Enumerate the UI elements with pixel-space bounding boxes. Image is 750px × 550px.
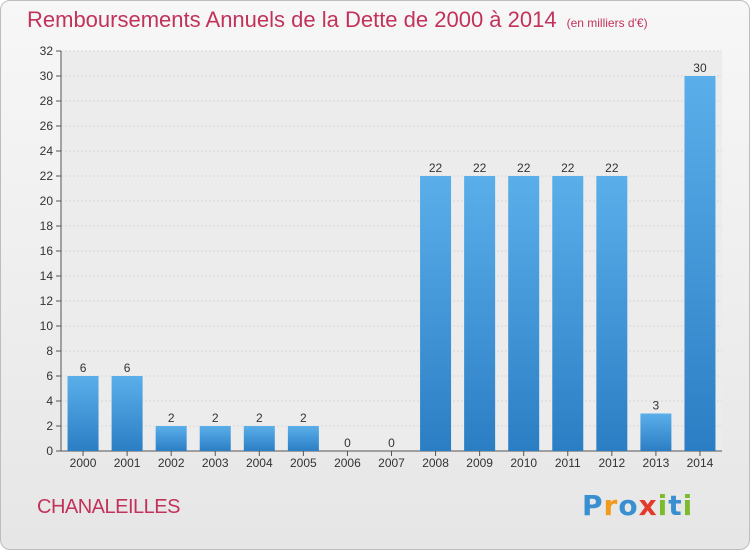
y-tick-label: 14 — [40, 269, 54, 283]
x-tick-label: 2002 — [158, 456, 185, 470]
bar — [287, 426, 319, 451]
data-label: 2 — [212, 411, 219, 425]
x-tick-label: 2014 — [687, 456, 714, 470]
x-tick-label: 2010 — [510, 456, 537, 470]
x-tick-label: 2008 — [422, 456, 449, 470]
data-label: 22 — [605, 161, 619, 175]
data-label: 22 — [473, 161, 487, 175]
chart-title: Remboursements Annuels de la Dette de 20… — [27, 7, 648, 33]
y-tick-label: 26 — [40, 119, 54, 133]
data-label: 6 — [124, 361, 131, 375]
x-tick-label: 2001 — [114, 456, 141, 470]
bar — [640, 413, 672, 451]
bar — [155, 426, 187, 451]
y-tick-label: 6 — [46, 369, 53, 383]
data-label: 22 — [561, 161, 575, 175]
x-tick-label: 2004 — [246, 456, 273, 470]
logo-letter: i — [682, 489, 694, 522]
data-label: 6 — [80, 361, 87, 375]
y-tick-label: 30 — [40, 69, 54, 83]
x-tick-label: 2012 — [598, 456, 625, 470]
bar — [508, 176, 540, 451]
x-tick-label: 2011 — [555, 456, 581, 470]
proxiti-logo: Proxiti — [582, 489, 693, 522]
data-label: 22 — [517, 161, 531, 175]
x-tick-label: 2000 — [70, 456, 97, 470]
commune-name: CHANALEILLES — [37, 496, 180, 518]
y-tick-label: 20 — [40, 194, 54, 208]
data-label: 2 — [168, 411, 175, 425]
data-label: 2 — [256, 411, 263, 425]
logo-letter: t — [668, 489, 683, 522]
bar — [199, 426, 231, 451]
x-tick-label: 2003 — [202, 456, 229, 470]
bar — [684, 76, 716, 451]
y-tick-label: 22 — [40, 169, 54, 183]
x-tick-label: 2005 — [290, 456, 317, 470]
bar — [552, 176, 584, 451]
x-tick-label: 2006 — [334, 456, 361, 470]
x-tick-label: 2013 — [643, 456, 670, 470]
x-tick-label: 2007 — [378, 456, 405, 470]
bar — [111, 376, 143, 451]
y-tick-label: 16 — [40, 244, 54, 258]
data-label: 30 — [693, 61, 707, 75]
data-label: 2 — [300, 411, 307, 425]
y-tick-label: 28 — [40, 94, 54, 108]
bar — [420, 176, 452, 451]
logo-letter: i — [657, 489, 669, 522]
data-label: 3 — [653, 399, 660, 413]
y-tick-label: 18 — [40, 219, 54, 233]
logo-letter: x — [638, 489, 658, 522]
logo-letter: o — [618, 489, 639, 522]
bar — [67, 376, 99, 451]
y-tick-label: 12 — [40, 294, 54, 308]
bar — [243, 426, 275, 451]
unit-label: (en milliers d'€) — [566, 16, 648, 30]
logo-letter: r — [603, 489, 619, 522]
y-tick-label: 8 — [46, 344, 53, 358]
y-tick-label: 2 — [46, 419, 53, 433]
x-tick-label: 2009 — [466, 456, 493, 470]
bar — [596, 176, 628, 451]
y-tick-label: 4 — [46, 394, 53, 408]
y-tick-label: 32 — [40, 44, 54, 58]
y-tick-label: 10 — [40, 319, 54, 333]
logo-letter: P — [582, 489, 604, 522]
data-label: 22 — [429, 161, 443, 175]
data-label: 0 — [344, 436, 351, 450]
title-text: Remboursements Annuels de la Dette de 20… — [27, 7, 557, 32]
y-tick-label: 24 — [40, 144, 54, 158]
data-label: 0 — [388, 436, 395, 450]
y-tick-label: 0 — [46, 444, 53, 458]
bar — [464, 176, 496, 451]
